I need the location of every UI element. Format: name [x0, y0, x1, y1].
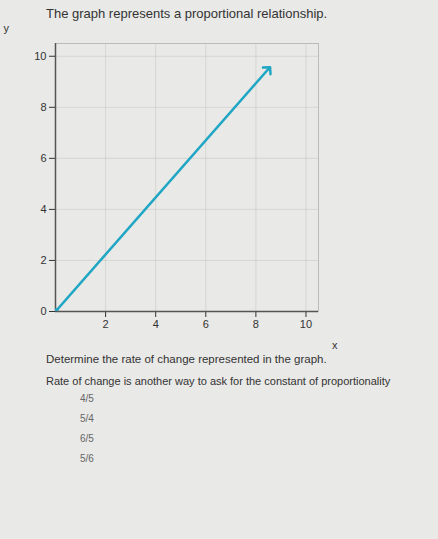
html-text:4/5: 4/5 [80, 393, 94, 404]
html-text:5/6: 5/6 [80, 453, 94, 464]
svg-text:8: 8 [40, 101, 46, 113]
html-text:The graph represents a proport: The graph represents a proportional rela… [46, 6, 328, 21]
svg-text:6: 6 [203, 318, 209, 330]
svg-text:8: 8 [253, 318, 259, 330]
svg-text:4: 4 [40, 203, 46, 215]
svg-text:2: 2 [40, 254, 46, 266]
svg-text:4: 4 [153, 318, 159, 330]
svg-text:10: 10 [300, 318, 312, 330]
svg-text:y: y [4, 22, 10, 34]
svg-text:0: 0 [40, 305, 46, 317]
svg-text:6: 6 [40, 152, 46, 164]
html-text:Determine the rate of change r: Determine the rate of change represented… [46, 353, 327, 365]
html-text:Rate of change is another way: Rate of change is another way to ask for… [46, 375, 391, 387]
svg-text:10: 10 [34, 50, 46, 62]
html-text:5/4: 5/4 [80, 413, 94, 424]
svg-text:x: x [332, 339, 338, 351]
svg-text:2: 2 [103, 318, 109, 330]
html-text:6/5: 6/5 [80, 433, 94, 444]
